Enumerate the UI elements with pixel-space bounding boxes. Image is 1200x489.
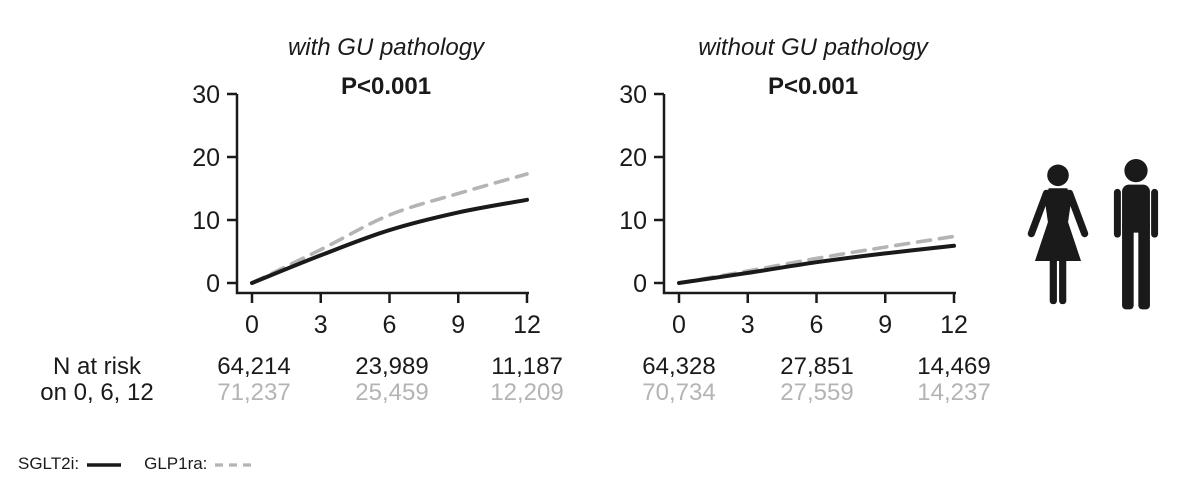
panel1-plot: 0 10 20 30 0 3 6 9 12	[192, 81, 541, 339]
y-tick-label: 20	[619, 144, 647, 172]
man-icon	[1108, 159, 1164, 314]
panel2-sglt2i-n-t12: 14,469	[917, 353, 991, 380]
x-tick-label: 9	[451, 311, 465, 339]
panel1-title: with GU pathology	[287, 34, 485, 61]
panel2-title: without GU pathology	[698, 34, 928, 61]
legend: SGLT2i: GLP1ra:	[18, 454, 274, 474]
panel2-sglt2i-n-t0: 64,328	[642, 353, 716, 380]
x-tick-label: 3	[314, 311, 328, 339]
panel2-glp1ra-n-t0: 70,734	[642, 379, 716, 406]
y-tick-label: 10	[192, 207, 220, 235]
panel2-glp1ra-n-t12: 14,237	[917, 379, 991, 406]
y-tick-label: 0	[633, 270, 647, 298]
panel2-glp1ra-n-t6: 27,559	[780, 379, 854, 406]
x-tick-label: 0	[245, 311, 259, 339]
panel1-axis	[235, 94, 529, 295]
panel1-sglt2i-n-t12: 11,187	[491, 353, 563, 380]
panel1-pvalue: P<0.001	[340, 73, 432, 100]
x-tick-label: 3	[741, 311, 755, 339]
legend-sglt2i-label: SGLT2i:	[18, 454, 80, 473]
panel2-axis	[662, 94, 956, 295]
x-tick-label: 12	[513, 311, 541, 339]
solid-line-swatch	[86, 454, 122, 474]
x-tick-label: 0	[672, 311, 686, 339]
panel1-sglt2i-curve	[250, 197, 529, 285]
n-at-risk-times-label: on 0, 6, 12	[40, 379, 154, 406]
panel1-glp1ra-curve	[250, 172, 529, 285]
panel1-glp1ra-n-t0: 71,237	[217, 379, 291, 406]
legend-glp1ra-label: GLP1ra:	[144, 454, 208, 473]
panel1-sglt2i-n-t6: 23,989	[355, 353, 429, 380]
panel2-pvalue: P<0.001	[767, 73, 859, 100]
y-tick-label: 10	[619, 207, 647, 235]
x-tick-label: 6	[383, 311, 397, 339]
y-tick-label: 30	[619, 81, 647, 109]
x-tick-label: 9	[878, 311, 892, 339]
panel1-glp1ra-n-t12: 12,209	[490, 379, 564, 406]
x-tick-label: 6	[810, 311, 824, 339]
panel1-sglt2i-n-t0: 64,214	[217, 353, 291, 380]
panel2-sglt2i-curve	[677, 243, 956, 285]
n-at-risk-label: N at risk	[52, 353, 141, 380]
panel2-sglt2i-n-t6: 27,851	[780, 353, 854, 380]
y-tick-label: 0	[206, 270, 220, 298]
y-tick-label: 30	[192, 81, 220, 109]
woman-icon	[1022, 159, 1094, 314]
y-tick-label: 20	[192, 144, 220, 172]
panel1-glp1ra-n-t6: 25,459	[355, 379, 429, 406]
dashed-line-swatch	[214, 454, 252, 474]
panel2-plot: 0 10 20 30 0 3 6 9 12	[619, 81, 968, 339]
x-tick-label: 12	[940, 311, 968, 339]
